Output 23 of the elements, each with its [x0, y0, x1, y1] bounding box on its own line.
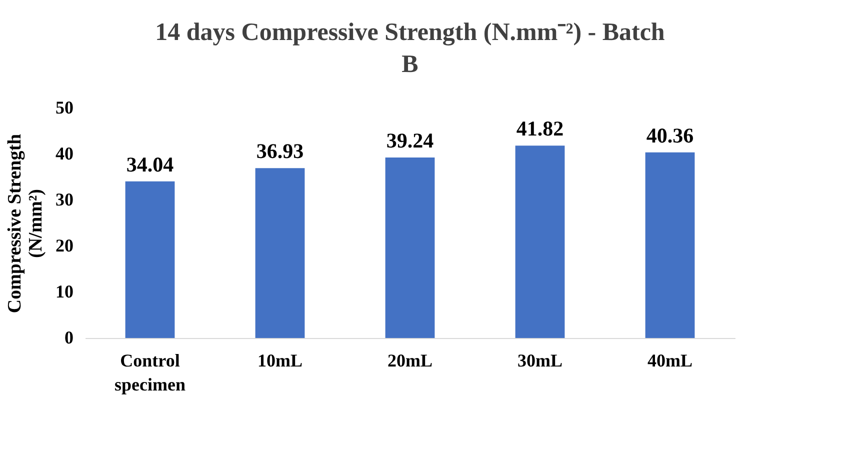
data-label: 34.04 [126, 152, 174, 176]
y-tick-label: 30 [56, 190, 74, 210]
y-tick-label: 10 [56, 282, 74, 302]
x-tick-label: 40mL [648, 350, 692, 370]
y-tick-label: 40 [56, 144, 74, 164]
bar [515, 146, 565, 338]
x-tick-label: 20mL [388, 350, 432, 370]
data-label: 36.93 [256, 139, 304, 164]
y-tick-label: 50 [56, 98, 74, 118]
y-tick-label: 0 [64, 328, 74, 348]
y-tick-label: 20 [56, 236, 74, 256]
x-tick-label: Control specimen [114, 350, 186, 394]
data-label: 41.82 [516, 116, 564, 141]
x-tick-label: 30mL [518, 350, 562, 370]
chart-title: 14 days Compressive Strength (N.mm⁻²) - Batch B [155, 19, 665, 78]
bar [255, 168, 305, 338]
bar [385, 157, 435, 338]
bar [645, 152, 695, 338]
bar [125, 181, 175, 338]
y-axis-title: Compressive Strength (N/mm²) [4, 133, 46, 314]
data-label: 40.36 [646, 123, 694, 148]
data-label: 39.24 [386, 128, 434, 152]
x-tick-label: 10mL [258, 350, 302, 370]
